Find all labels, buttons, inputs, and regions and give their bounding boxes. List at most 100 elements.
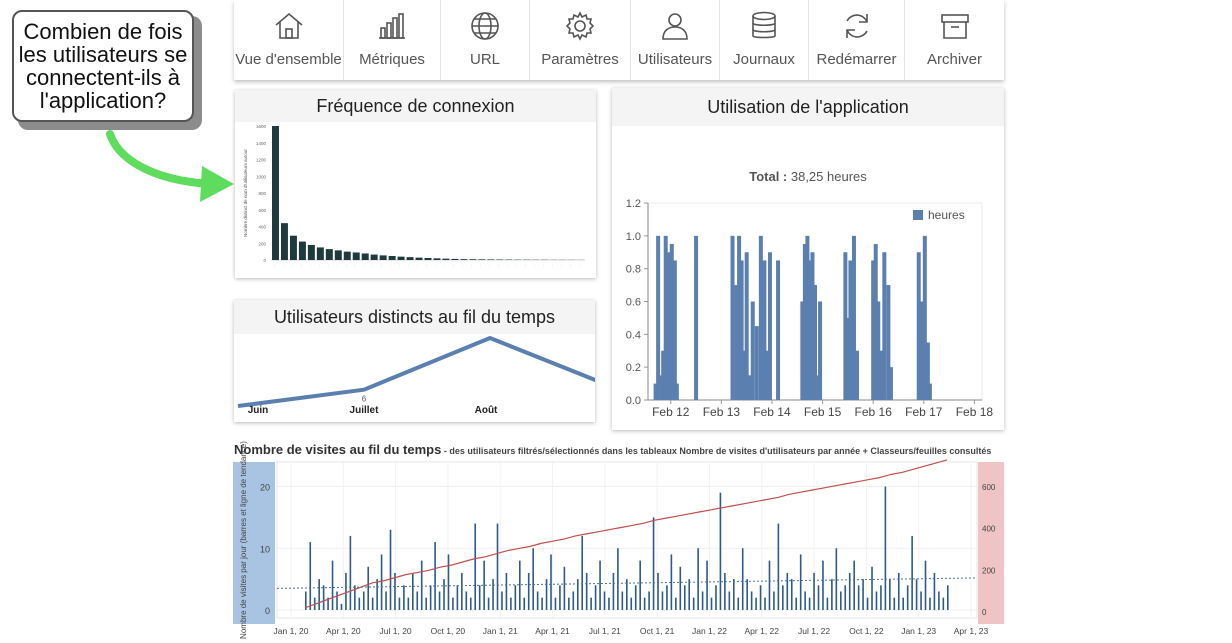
bar [442, 258, 450, 260]
x-tick-label: Jan 1, 21 [483, 626, 518, 636]
x-tick-label: · · [470, 264, 474, 267]
bar [777, 523, 780, 610]
nav-item-overview[interactable]: Vue d'ensemble [234, 0, 344, 80]
bar [639, 560, 641, 610]
y-tick-label: 1600 [256, 124, 267, 129]
legend-label: heures [928, 208, 965, 222]
y-tick-label: 0.6 [626, 297, 641, 309]
bar [706, 560, 708, 610]
bar [826, 597, 829, 610]
y-tick-label-left: 0 [265, 606, 270, 616]
x-tick-label: · · [515, 264, 519, 267]
bar [661, 591, 664, 610]
bar [888, 367, 893, 400]
bar [532, 548, 534, 610]
bar [438, 591, 441, 610]
nav-label: Paramètres [541, 51, 619, 68]
nav-item-archive[interactable]: Archiver [905, 0, 1004, 80]
callout-text: Combien de fois les utilisateurs se conn… [18, 19, 188, 113]
bar [873, 244, 878, 400]
y-tick-label: 0.2 [626, 362, 641, 374]
x-tick-label: · · [560, 264, 564, 267]
bar [669, 244, 674, 400]
y-tick-label: 0 [263, 258, 266, 263]
x-tick-label: Apr 1, 23 [954, 626, 989, 636]
bar [764, 597, 766, 610]
nav-item-settings[interactable]: Paramètres [530, 0, 631, 80]
bar [331, 560, 334, 610]
x-tick-label: · · [569, 264, 573, 267]
bar [527, 572, 530, 610]
visits-subtitle: - des utilisateurs filtrés/sélectionnés … [441, 446, 992, 456]
x-tick-label: Feb 15 [804, 405, 842, 419]
bar [345, 572, 347, 610]
bar [478, 259, 486, 260]
nav-item-url[interactable]: URL [441, 0, 530, 80]
y-tick-label: 0.4 [626, 329, 641, 341]
bar [568, 597, 570, 610]
x-tick-label: Feb 18 [956, 405, 994, 419]
bar [773, 591, 775, 610]
bar-chart-icon [379, 13, 405, 39]
nav-label: Journaux [733, 51, 795, 68]
bar [451, 258, 459, 260]
x-tick-label: Feb 12 [652, 405, 690, 419]
nav-label: Utilisateurs [637, 51, 713, 68]
x-tick-label: · · [335, 264, 339, 267]
bar [730, 235, 735, 400]
bar [298, 241, 306, 260]
bar [397, 256, 405, 260]
bar [487, 259, 495, 260]
bar [379, 255, 387, 260]
nav-item-metrics[interactable]: Métriques [344, 0, 441, 80]
bar [652, 517, 655, 610]
bar [733, 579, 735, 610]
nav-label: Redémarrer [816, 51, 897, 68]
bar [666, 252, 671, 400]
bar [790, 579, 793, 610]
nav-item-users[interactable]: Utilisateurs [631, 0, 720, 80]
right-axis-band [978, 462, 1004, 624]
bar [585, 572, 588, 610]
bar [461, 572, 463, 610]
bar [492, 579, 494, 610]
nav-item-restart[interactable]: Redémarrer [809, 0, 905, 80]
bar [739, 260, 744, 400]
bar [603, 591, 606, 610]
bar [871, 566, 873, 610]
bar [447, 554, 450, 610]
y-tick-label-right: 0 [982, 608, 987, 617]
bar [742, 350, 747, 400]
bar [376, 579, 378, 610]
bar [349, 535, 352, 610]
bar [514, 585, 517, 610]
bar [412, 572, 414, 610]
bar [927, 383, 932, 400]
bar [559, 585, 561, 610]
panel-distinct-users: Utilisateurs distincts au fil du temps J… [234, 300, 600, 422]
x-tick-label: · · [479, 264, 483, 267]
x-tick-label: · · [578, 264, 582, 267]
bar [897, 572, 900, 610]
bar [643, 597, 646, 610]
bar [924, 560, 927, 610]
y-tick-label: 0.0 [626, 395, 641, 407]
x-tick-label: · · [272, 264, 276, 267]
bar [415, 257, 423, 260]
visits-title-text: Nombre de visites au fil du temps [234, 442, 442, 457]
bar [919, 301, 924, 400]
bar [845, 317, 850, 400]
x-tick-label: Apr 1, 21 [535, 626, 570, 636]
bar [389, 529, 392, 610]
nav-item-logs[interactable]: Journaux [720, 0, 809, 80]
bar [815, 375, 820, 400]
bar [407, 597, 410, 610]
x-tick-label: · · [398, 264, 402, 267]
bar [305, 591, 307, 610]
y-tick-label: 1200 [256, 158, 267, 163]
bar [434, 542, 436, 610]
bar [322, 585, 325, 610]
visits-title: Nombre de visites au fil du temps - des … [234, 442, 991, 457]
x-tick-label: · · [443, 264, 447, 267]
